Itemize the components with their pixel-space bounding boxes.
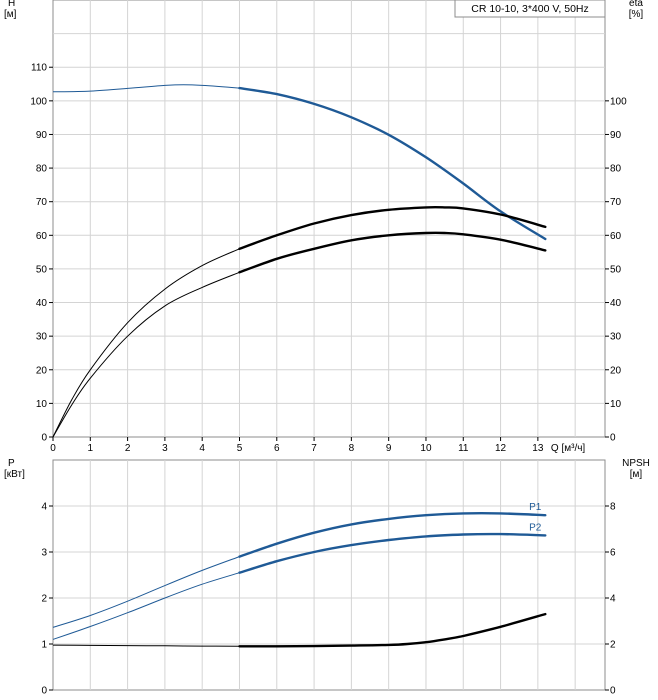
x-axis-label: Q [м³/ч]	[551, 443, 586, 454]
y-tick-label-right: 2	[610, 640, 616, 651]
x-tick-label: 11	[458, 443, 469, 454]
y-axis-unit-right: [м]	[630, 469, 643, 480]
x-tick-label: 13	[532, 443, 544, 454]
x-tick-label: 1	[88, 443, 94, 454]
y-tick-label-right: 90	[610, 130, 622, 141]
series-line-duty-range	[238, 86, 547, 241]
y-tick-label-right: 10	[610, 399, 622, 410]
y-tick-label-right: 8	[610, 502, 616, 513]
x-tick-label: 12	[495, 443, 507, 454]
y-tick-label-left: 10	[36, 399, 48, 410]
y-axis-label-left: H	[8, 0, 15, 9]
y-tick-label-right: 50	[610, 264, 622, 275]
y-axis-unit-left: [м]	[4, 9, 17, 20]
x-tick-label: 7	[311, 443, 317, 454]
x-tick-label: 2	[125, 443, 131, 454]
y-tick-label-right: 40	[610, 298, 622, 309]
series-label: P2	[529, 522, 542, 533]
y-tick-label-left: 30	[36, 332, 48, 343]
y-axis-label-right: eta	[629, 0, 643, 9]
plot-frame	[52, 459, 606, 691]
y-tick-label-right: 0	[610, 686, 616, 697]
x-tick-label: 9	[386, 443, 392, 454]
y-tick-label-right: 70	[610, 197, 622, 208]
y-tick-label-right: 6	[610, 548, 616, 559]
y-tick-label-left: 90	[36, 130, 48, 141]
y-tick-label-right: 4	[610, 594, 616, 605]
y-tick-label-left: 1	[41, 640, 47, 651]
y-axis-unit-left: [кВт]	[4, 469, 25, 480]
x-tick-label: 6	[274, 443, 280, 454]
y-tick-label-right: 60	[610, 231, 622, 242]
y-tick-label-left: 20	[36, 365, 48, 376]
y-axis-unit-right: [%]	[629, 9, 644, 20]
x-tick-label: 0	[50, 443, 56, 454]
chart-title-box: CR 10-10, 3*400 V, 50Hz	[454, 0, 606, 18]
series-label: P1	[529, 502, 542, 513]
y-tick-label-right: 20	[610, 365, 622, 376]
y-tick-label-left: 0	[41, 433, 47, 444]
y-tick-label-left: 2	[41, 594, 47, 605]
x-tick-label: 8	[349, 443, 355, 454]
y-axis-label-right: NPSH	[622, 458, 650, 469]
series-line-extended	[52, 84, 240, 93]
series-line-duty-range	[238, 205, 547, 250]
y-tick-label-right: 100	[610, 96, 627, 107]
y-tick-label-left: 100	[30, 96, 47, 107]
series-line-duty-range	[238, 231, 547, 274]
series-line-extended	[52, 644, 240, 647]
y-tick-label-left: 80	[36, 164, 48, 175]
series-line-extended	[52, 271, 240, 438]
y-tick-label-right: 80	[610, 164, 622, 175]
x-tick-label: 10	[420, 443, 432, 454]
series-line-duty-range	[238, 532, 547, 574]
y-tick-label-left: 50	[36, 264, 48, 275]
series-line-extended	[52, 572, 240, 640]
plot-frame	[52, 0, 606, 438]
power-npsh-panel: 0 1 2 3 4 0 2 4 6 8 P[кВт] NPSH[м] P1 P2	[4, 458, 650, 697]
y-tick-label-left: 3	[41, 548, 47, 559]
y-tick-label-left: 40	[36, 298, 48, 309]
chart-title: CR 10-10, 3*400 V, 50Hz	[471, 3, 589, 15]
series-line-extended	[52, 556, 240, 628]
x-tick-label: 4	[199, 443, 205, 454]
y-tick-label-right: 30	[610, 332, 622, 343]
head-efficiency-panel: 0102030405060708090100110010203040506070…	[4, 0, 643, 454]
y-tick-label-left: 60	[36, 231, 48, 242]
y-tick-label-left: 110	[31, 63, 47, 74]
series-line-duty-range	[238, 511, 547, 558]
y-tick-label-right: 0	[610, 433, 616, 444]
y-tick-label-left: 0	[41, 686, 47, 697]
title-frame	[454, 0, 606, 18]
series-line-duty-range	[238, 612, 547, 648]
series-line-extended	[52, 248, 240, 438]
y-tick-label-left: 4	[41, 502, 47, 513]
y-tick-label-left: 70	[36, 197, 48, 208]
x-tick-label: 3	[162, 443, 168, 454]
x-tick-label: 5	[237, 443, 243, 454]
y-axis-label-left: P	[8, 458, 15, 469]
